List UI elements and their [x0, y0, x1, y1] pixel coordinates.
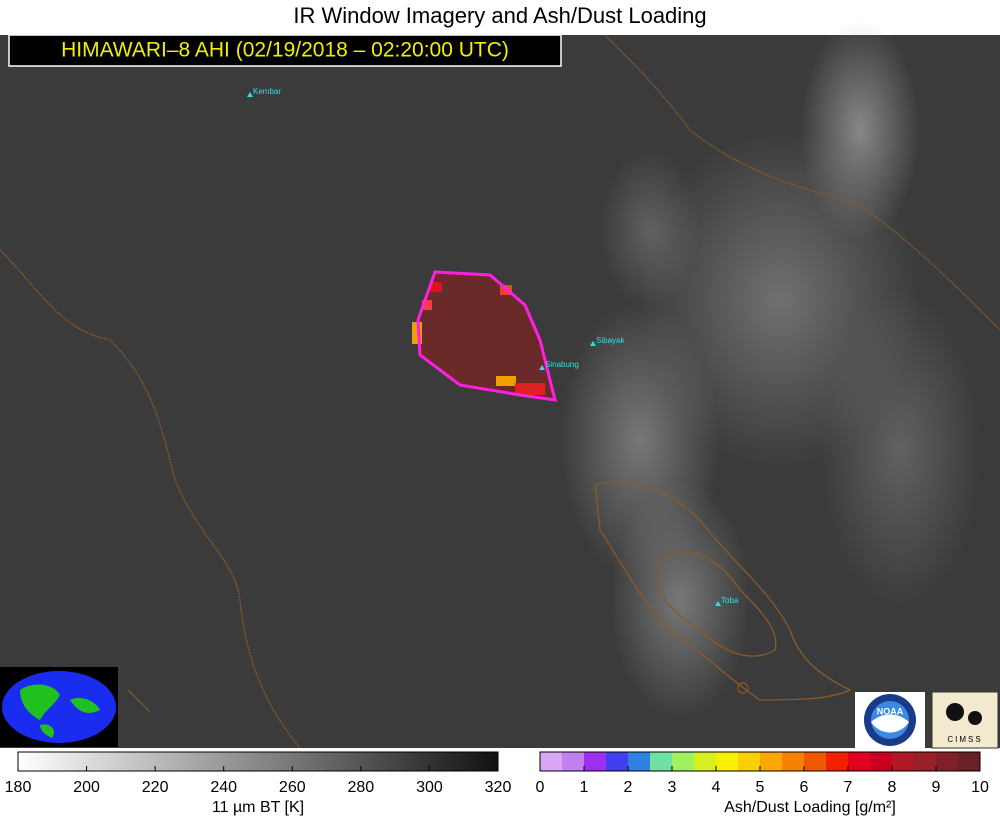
subtitle-box: [8, 34, 562, 67]
noaa-logo: NOAA: [855, 692, 925, 748]
colorbar-segment: [914, 752, 937, 771]
colorbar-tick-label: 10: [971, 779, 989, 796]
colorbar-segment: [760, 752, 783, 771]
title: IR Window Imagery and Ash/Dust Loading: [293, 3, 706, 28]
cimss-logo: CIMSS: [931, 691, 999, 749]
volcano-label: Kembar: [253, 87, 281, 96]
subtitle: HIMAWARI–8 AHI (02/19/2018 – 02:20:00 UT…: [61, 39, 509, 62]
volcano-marker: [247, 92, 253, 97]
colorbar-segment: [606, 752, 629, 771]
colorbar-segment: [738, 752, 761, 771]
colorbar-segment: [936, 752, 959, 771]
colorbar-tick-label: 4: [712, 779, 721, 796]
colorbar-tick-label: 8: [888, 779, 897, 796]
colorbar-segment: [562, 752, 585, 771]
colorbar-segment: [628, 752, 651, 771]
colorbar-tick-label: 200: [73, 779, 100, 796]
colorbar-tick-label: 7: [844, 779, 853, 796]
colorbar-tick-label: 240: [210, 779, 237, 796]
colorbar-label: Ash/Dust Loading [g/m²]: [724, 799, 896, 816]
colorbar-segment: [716, 752, 739, 771]
colorbar-segment: [650, 752, 673, 771]
colorbar-segment: [584, 752, 607, 771]
colorbar-tick-label: 280: [348, 779, 375, 796]
ash-plume: [412, 270, 557, 402]
colorbar-segment: [870, 752, 893, 771]
imagery: [0, 20, 1000, 749]
volcano-label: Sibayak: [596, 336, 625, 345]
colorbar-segment: [826, 752, 849, 771]
colorbar-tick-label: 0: [536, 779, 545, 796]
colorbar-segment: [958, 752, 981, 771]
colorbar-segment: [892, 752, 915, 771]
colorbar-tick-label: 180: [5, 779, 32, 796]
colorbar-segment: [804, 752, 827, 771]
colorbar-tick-label: 2: [624, 779, 633, 796]
colorbar-tick-label: 3: [668, 779, 677, 796]
logo-text: CIMSS: [947, 735, 982, 744]
colorbar-segment: [694, 752, 717, 771]
volcano-marker: [590, 341, 596, 346]
globe-inset: [0, 667, 118, 747]
colorbar-segment: [848, 752, 871, 771]
colorbar-frame: [17, 751, 499, 772]
colorbar-tick-label: 300: [416, 779, 443, 796]
volcano-marker: [539, 365, 545, 370]
colorbar-tick-label: 320: [485, 779, 512, 796]
colorbars: 180 200 220 240 260 280 300 320 11 µm BT [K] 0 1 2 3…: [5, 751, 989, 816]
colorbar-segment: [672, 752, 695, 771]
colorbar-label: 11 µm BT [K]: [212, 799, 304, 816]
volcano-markers: Kembar Sibayak Sinabung Toba: [247, 87, 739, 606]
logo-text: NOAA: [877, 706, 904, 716]
volcano-marker: [715, 601, 721, 606]
colorbar-tick-label: 260: [279, 779, 306, 796]
colorbar-tick-label: 9: [932, 779, 941, 796]
colorbar-segment: [782, 752, 805, 771]
colorbar-tick-label: 5: [756, 779, 765, 796]
colorbar-segment: [540, 752, 563, 771]
colorbar-tick-label: 1: [580, 779, 589, 796]
colorbar-tick-label: 220: [142, 779, 169, 796]
colorbar-tick-label: 6: [800, 779, 809, 796]
volcano-label: Toba: [721, 596, 739, 605]
colorbar-fill: [18, 752, 498, 771]
volcano-label: Sinabung: [545, 360, 579, 369]
